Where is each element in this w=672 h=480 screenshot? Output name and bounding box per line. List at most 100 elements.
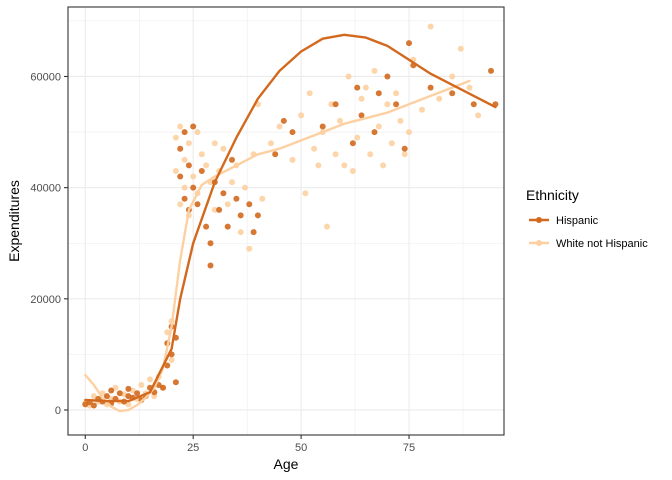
data-point-white-not-hispanic: [267, 140, 274, 147]
data-point-hispanic: [229, 156, 235, 163]
data-point-hispanic: [224, 223, 231, 230]
data-point-white-not-hispanic: [237, 229, 244, 236]
data-point-white-not-hispanic: [311, 145, 318, 152]
plot-panel: [68, 7, 504, 435]
data-point-white-not-hispanic: [289, 156, 296, 163]
data-point-white-not-hispanic: [112, 384, 119, 391]
legend-label-white-not-hispanic: White not Hispanic: [556, 238, 648, 250]
data-point-white-not-hispanic: [147, 376, 153, 383]
data-point-hispanic: [237, 212, 244, 219]
data-point-hispanic: [319, 123, 326, 130]
data-point-hispanic: [108, 387, 115, 394]
data-point-white-not-hispanic: [181, 184, 188, 191]
trend-layer: [84, 33, 497, 413]
data-point-white-not-hispanic: [345, 73, 352, 80]
plot-border: [67, 6, 505, 436]
data-point-hispanic: [216, 206, 223, 213]
data-point-white-not-hispanic: [220, 145, 227, 152]
data-point-white-not-hispanic: [358, 95, 365, 102]
data-point-hispanic: [384, 73, 391, 80]
data-point-white-not-hispanic: [388, 140, 395, 147]
legend: Ethnicity Hispanic White not Hispanic: [526, 187, 648, 250]
data-point-white-not-hispanic: [90, 393, 97, 400]
data-point-hispanic: [250, 229, 257, 236]
data-point-white-not-hispanic: [125, 401, 132, 408]
data-point-hispanic: [246, 201, 253, 208]
data-point-white-not-hispanic: [449, 73, 456, 80]
data-point-hispanic: [177, 145, 184, 152]
data-point-white-not-hispanic: [384, 101, 391, 108]
data-point-white-not-hispanic: [380, 162, 387, 169]
data-point-white-not-hispanic: [276, 123, 283, 130]
y-tick-label: 0: [55, 405, 61, 417]
data-point-hispanic: [427, 84, 434, 91]
legend-key-point-white-not-hispanic: [536, 240, 542, 246]
x-tick-label: 25: [187, 442, 199, 454]
data-point-hispanic: [207, 240, 214, 247]
data-point-white-not-hispanic: [203, 162, 210, 169]
data-point-white-not-hispanic: [224, 201, 231, 208]
data-point-hispanic: [181, 129, 188, 136]
y-axis-title: Expenditures: [6, 180, 22, 262]
data-point-hispanic: [375, 90, 382, 97]
data-point-white-not-hispanic: [315, 162, 322, 169]
data-point-hispanic: [198, 168, 205, 174]
legend-label-hispanic: Hispanic: [556, 215, 599, 227]
data-point-hispanic: [164, 362, 171, 369]
data-point-white-not-hispanic: [181, 156, 188, 163]
data-point-white-not-hispanic: [436, 95, 443, 102]
data-point-white-not-hispanic: [349, 168, 356, 174]
y-tick-label: 60000: [30, 71, 61, 83]
x-axis-ticks: 0 25 50 75: [82, 435, 415, 454]
data-point-white-not-hispanic: [401, 151, 408, 158]
data-point-hispanic: [185, 162, 192, 169]
data-point-hispanic: [449, 90, 456, 97]
data-point-hispanic: [203, 223, 210, 230]
data-point-white-not-hispanic: [306, 90, 313, 97]
x-tick-label: 50: [295, 442, 307, 454]
data-point-white-not-hispanic: [229, 179, 235, 186]
data-point-hispanic: [190, 123, 197, 130]
data-point-white-not-hispanic: [371, 67, 378, 74]
data-point-hispanic: [172, 379, 179, 386]
data-point-white-not-hispanic: [194, 129, 201, 136]
data-point-hispanic: [160, 384, 166, 391]
data-point-white-not-hispanic: [211, 206, 218, 213]
y-axis-ticks: 0 20000 40000 60000: [30, 71, 68, 417]
data-point-hispanic: [90, 402, 97, 409]
legend-title: Ethnicity: [526, 187, 579, 203]
data-point-white-not-hispanic: [375, 123, 382, 130]
data-point-hispanic: [116, 390, 123, 397]
data-point-hispanic: [190, 184, 197, 191]
data-point-white-not-hispanic: [246, 245, 253, 252]
data-point-white-not-hispanic: [185, 140, 192, 147]
data-point-hispanic: [272, 151, 279, 158]
data-point-hispanic: [393, 101, 400, 108]
data-point-hispanic: [401, 145, 408, 152]
y-tick-label: 20000: [30, 294, 61, 306]
data-point-white-not-hispanic: [354, 134, 361, 141]
data-point-hispanic: [354, 84, 361, 91]
data-point-white-not-hispanic: [362, 84, 369, 91]
data-point-white-not-hispanic: [177, 123, 184, 130]
data-point-white-not-hispanic: [337, 117, 343, 124]
data-point-white-not-hispanic: [475, 112, 482, 119]
data-point-white-not-hispanic: [177, 201, 184, 208]
data-point-hispanic: [177, 173, 184, 180]
data-point-white-not-hispanic: [172, 168, 179, 174]
data-point-white-not-hispanic: [172, 134, 179, 141]
data-point-white-not-hispanic: [466, 84, 473, 91]
legend-key-point-hispanic: [536, 217, 542, 223]
data-point-hispanic: [194, 201, 201, 208]
data-point-hispanic: [470, 101, 477, 108]
grid-major: [68, 7, 504, 435]
data-point-white-not-hispanic: [406, 129, 412, 136]
x-tick-label: 75: [403, 442, 415, 454]
data-point-hispanic: [406, 40, 412, 47]
data-point-hispanic: [332, 101, 339, 108]
x-axis-title: Age: [274, 456, 299, 472]
data-point-white-not-hispanic: [302, 190, 309, 197]
data-point-white-not-hispanic: [324, 223, 330, 230]
data-point-white-not-hispanic: [427, 23, 434, 30]
data-point-white-not-hispanic: [419, 106, 425, 113]
